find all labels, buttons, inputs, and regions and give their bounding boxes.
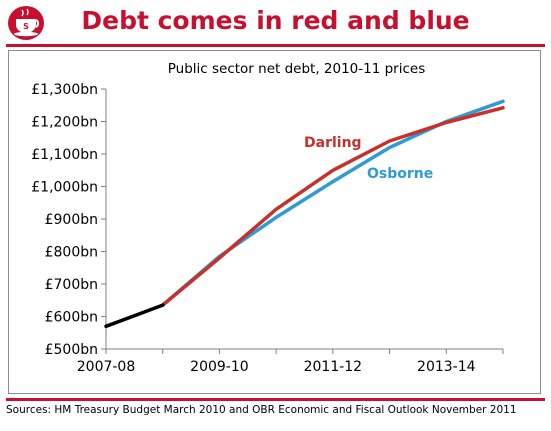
y-tick-label: £500bn <box>45 342 98 358</box>
x-tick-label: 2011-12 <box>304 359 363 375</box>
chart-title: Public sector net debt, 2010-11 prices <box>168 61 426 77</box>
headline-rule <box>6 44 545 47</box>
y-tick-label: £1,200bn <box>31 115 98 131</box>
sources-note: Sources: HM Treasury Budget March 2010 a… <box>6 398 545 420</box>
y-tick-label: £1,100bn <box>31 147 98 163</box>
debt-line-chart: Public sector net debt, 2010-11 prices £5… <box>31 61 505 375</box>
series-line-darling <box>160 106 505 307</box>
x-tick-label: 2009-10 <box>190 359 249 375</box>
y-tick-label: £1,300bn <box>31 82 98 98</box>
x-tick-label: 2013-14 <box>417 359 476 375</box>
y-tick-label: £600bn <box>45 310 98 326</box>
y-tick-label: £900bn <box>45 212 98 228</box>
series-line-history <box>104 303 165 329</box>
y-tick-label: £800bn <box>45 245 98 261</box>
y-tick-label: £1,000bn <box>31 180 98 196</box>
chart-frame: Public sector net debt, 2010-11 prices £5… <box>8 50 541 394</box>
teacup-logo-icon: S <box>8 6 44 40</box>
headline: Debt comes in red and blue <box>81 6 470 35</box>
x-tick-label: 2007-08 <box>77 359 136 375</box>
svg-text:S: S <box>23 22 29 31</box>
series-label-osborne: Osborne <box>367 166 433 182</box>
series-label-darling: Darling <box>304 135 362 151</box>
series-line-osborne <box>160 99 505 307</box>
y-tick-label: £700bn <box>45 277 98 293</box>
